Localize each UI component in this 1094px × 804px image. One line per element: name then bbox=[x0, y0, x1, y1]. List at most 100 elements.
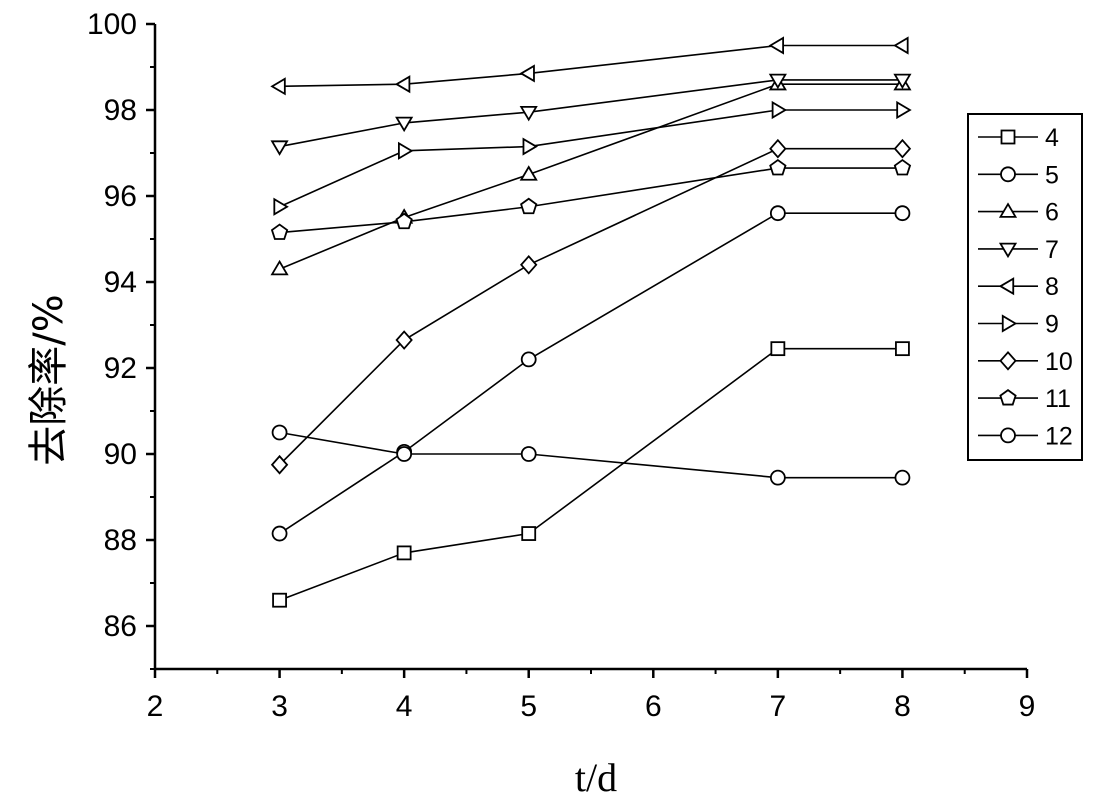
data-point bbox=[397, 141, 414, 160]
legend-label: 7 bbox=[1045, 236, 1059, 264]
series-8 bbox=[270, 36, 909, 96]
legend-label: 4 bbox=[1045, 124, 1059, 152]
data-point bbox=[522, 137, 538, 156]
series-line bbox=[279, 79, 903, 148]
data-point bbox=[771, 100, 788, 120]
legend-marker bbox=[998, 202, 1018, 218]
series-layer bbox=[270, 36, 912, 608]
x-axis-label: t/d bbox=[575, 755, 617, 800]
x-tick-label: 4 bbox=[396, 690, 413, 723]
data-point bbox=[395, 212, 413, 230]
y-tick-label: 98 bbox=[104, 94, 137, 127]
legend-label: 6 bbox=[1045, 199, 1059, 227]
legend-item: 6 bbox=[978, 199, 1059, 227]
data-point bbox=[893, 73, 912, 90]
legend-marker bbox=[999, 350, 1017, 371]
data-point bbox=[894, 205, 911, 222]
series-4 bbox=[272, 341, 910, 608]
legend-marker bbox=[1000, 166, 1016, 183]
y-tick-label: 100 bbox=[87, 8, 137, 41]
y-tick-label: 86 bbox=[104, 610, 137, 643]
data-point bbox=[894, 469, 911, 486]
series-11 bbox=[270, 158, 912, 240]
data-point bbox=[270, 454, 289, 475]
data-point bbox=[396, 446, 413, 462]
data-point bbox=[519, 64, 535, 83]
y-axis-label: 去除率/% bbox=[26, 294, 72, 465]
series-7 bbox=[270, 73, 912, 156]
x-tick-label: 7 bbox=[770, 690, 787, 723]
x-tick-label: 8 bbox=[894, 690, 911, 723]
y-tick-label: 90 bbox=[104, 438, 137, 471]
data-point bbox=[768, 73, 787, 90]
data-point bbox=[768, 36, 785, 55]
data-point bbox=[395, 116, 414, 133]
legend-item: 4 bbox=[978, 124, 1059, 152]
data-point bbox=[396, 545, 412, 561]
series-6 bbox=[270, 74, 912, 276]
y-tick-label: 96 bbox=[104, 180, 137, 213]
data-point bbox=[395, 330, 413, 350]
data-point bbox=[519, 165, 538, 181]
legend-marker bbox=[998, 242, 1018, 259]
data-point bbox=[270, 77, 286, 96]
x-tick-label: 3 bbox=[271, 690, 288, 723]
series-line bbox=[279, 347, 903, 601]
legend-item: 10 bbox=[978, 348, 1073, 376]
series-9 bbox=[273, 100, 912, 216]
series-5 bbox=[271, 205, 911, 542]
data-point bbox=[270, 259, 289, 276]
legend: 4 5 6 7 8 9 10 11 12 bbox=[967, 113, 1083, 461]
data-point bbox=[521, 526, 537, 541]
legend-marker bbox=[1000, 427, 1016, 444]
legend-item: 12 bbox=[978, 422, 1073, 450]
data-point bbox=[896, 100, 912, 120]
series-line bbox=[279, 212, 903, 535]
x-tick-label: 9 bbox=[1019, 690, 1036, 723]
data-point bbox=[520, 254, 538, 275]
data-point bbox=[895, 341, 910, 357]
legend-item: 9 bbox=[978, 311, 1059, 339]
data-point bbox=[769, 205, 786, 222]
legend-label: 8 bbox=[1045, 273, 1059, 301]
series-10 bbox=[270, 138, 912, 475]
data-point bbox=[520, 351, 537, 368]
legend-label: 10 bbox=[1045, 348, 1073, 376]
data-point bbox=[271, 424, 288, 441]
series-12 bbox=[271, 424, 911, 486]
data-point bbox=[519, 106, 538, 122]
y-tick-label: 88 bbox=[104, 524, 137, 557]
x-tick-label: 2 bbox=[147, 690, 164, 723]
series-line bbox=[279, 147, 903, 466]
legend-label: 5 bbox=[1045, 161, 1059, 189]
y-tick-label: 92 bbox=[104, 352, 137, 385]
legend-item: 5 bbox=[978, 161, 1059, 189]
series-line bbox=[279, 167, 903, 234]
series-line bbox=[279, 109, 903, 208]
legend-marker bbox=[1000, 129, 1016, 145]
data-point bbox=[270, 223, 289, 240]
x-tick-label: 5 bbox=[520, 690, 537, 723]
legend-label: 11 bbox=[1045, 385, 1071, 413]
data-point bbox=[769, 469, 786, 486]
data-point bbox=[893, 138, 912, 159]
data-point bbox=[770, 341, 786, 357]
y-ticks: 86 88 90 92 94 96 98 100 bbox=[87, 8, 155, 670]
data-point bbox=[273, 197, 289, 216]
legend-marker bbox=[998, 277, 1015, 296]
x-tick-label: 6 bbox=[645, 690, 662, 723]
series-line bbox=[279, 83, 903, 270]
data-point bbox=[520, 197, 538, 215]
legend-marker bbox=[1001, 314, 1018, 333]
data-point bbox=[520, 446, 537, 462]
data-point bbox=[394, 75, 411, 94]
legend-item: 11 bbox=[978, 385, 1071, 413]
legend-label: 9 bbox=[1045, 311, 1059, 339]
y-tick-label: 94 bbox=[104, 266, 137, 299]
data-point bbox=[769, 158, 787, 176]
data-point bbox=[769, 138, 787, 159]
data-point bbox=[271, 525, 288, 542]
plot-area: 2 3 4 5 6 7 8 9 86 88 90 92 94 96 98 100 bbox=[87, 8, 1035, 723]
data-point bbox=[893, 158, 912, 176]
